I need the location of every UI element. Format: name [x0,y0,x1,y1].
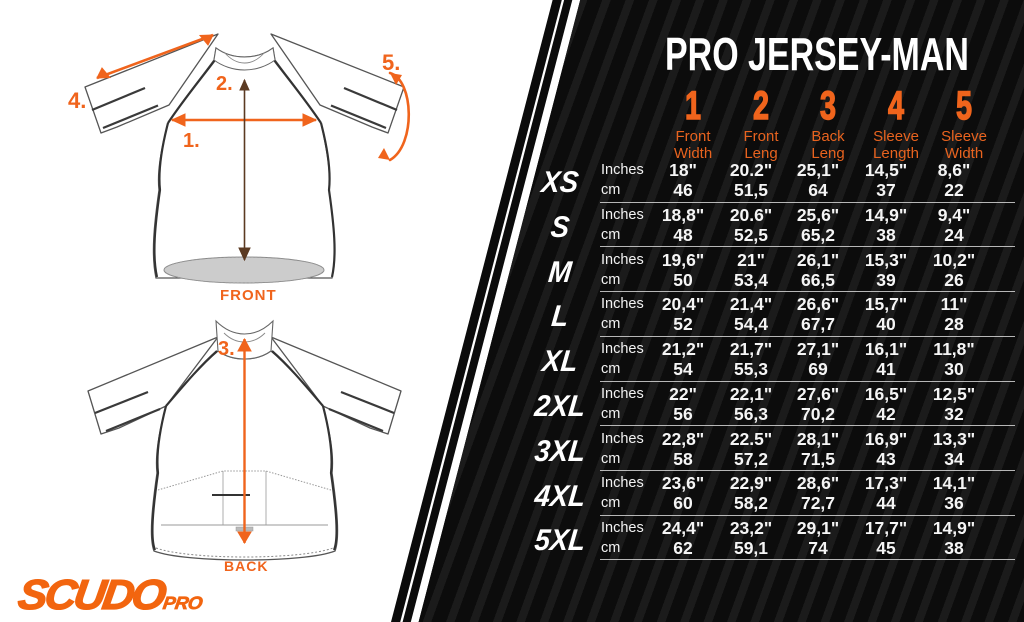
svg-text:2.: 2. [216,73,233,95]
svg-text:3.: 3. [218,338,235,360]
svg-text:BACK: BACK [224,558,268,574]
svg-text:1.: 1. [183,130,200,152]
svg-text:5.: 5. [382,50,400,75]
svg-text:4.: 4. [68,88,86,113]
